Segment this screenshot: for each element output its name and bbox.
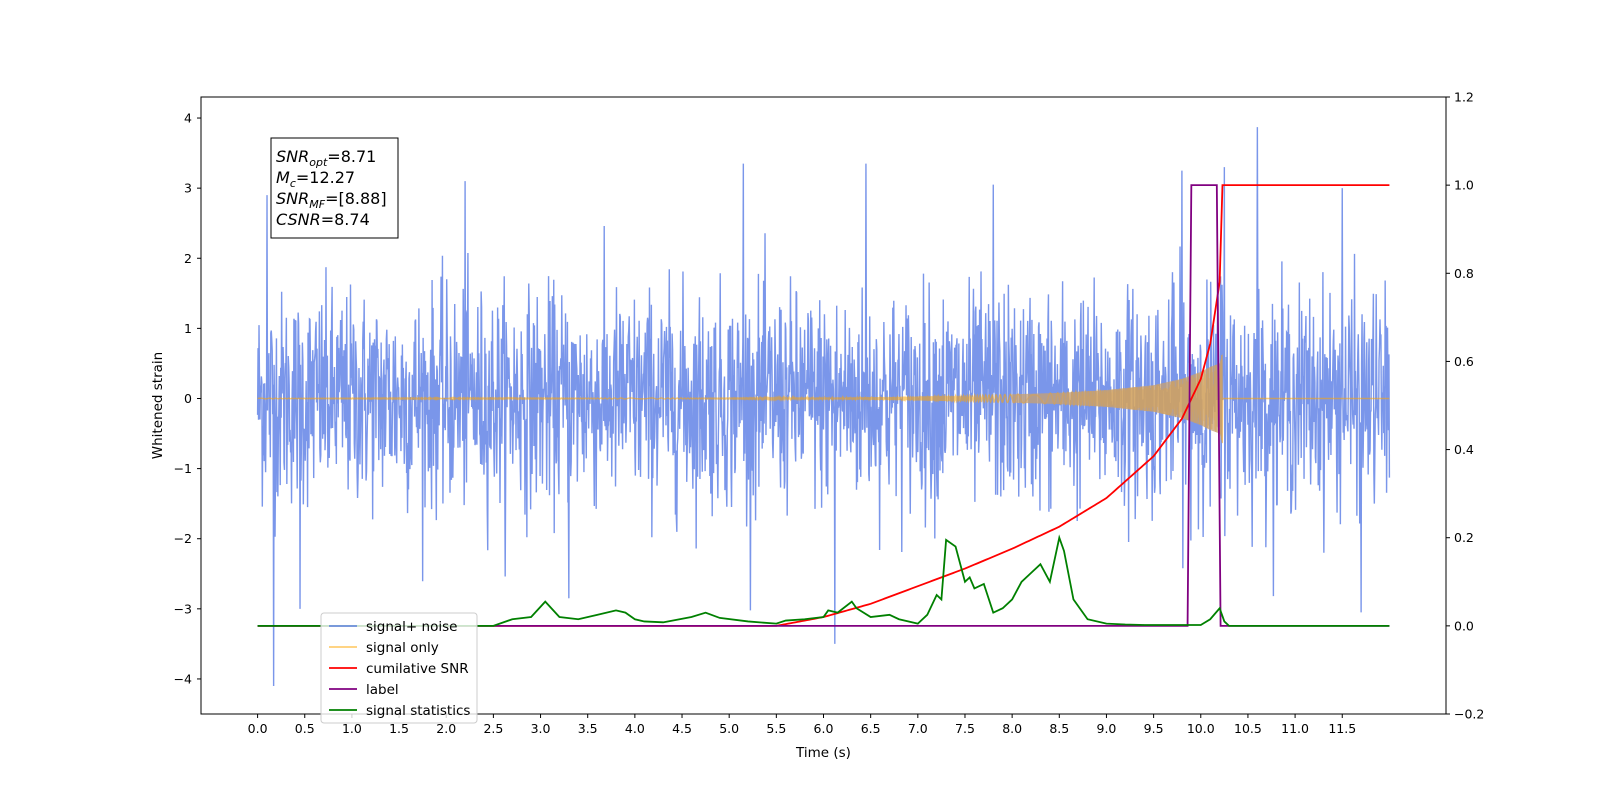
y-left-tick-label: 4 [184, 111, 192, 126]
x-tick-label: 8.5 [1049, 721, 1069, 736]
y-right-tick-label: 1.2 [1454, 90, 1474, 105]
y-right-tick-label: 0.2 [1454, 530, 1474, 545]
plot-area [256, 127, 1391, 686]
annotation-value: =8.74 [321, 210, 370, 229]
x-tick-label: 0.0 [248, 721, 268, 736]
annotation-symbol: M [276, 168, 290, 187]
annotation-subscript: opt [309, 156, 328, 169]
x-tick-label: 8.0 [1002, 721, 1022, 736]
y-left-tick-label: −1 [174, 461, 192, 476]
x-tick-label: 10.0 [1187, 721, 1215, 736]
legend-label: signal+ noise [366, 619, 457, 635]
x-tick-label: 0.5 [295, 721, 315, 736]
x-tick-label: 4.0 [625, 721, 645, 736]
x-tick-label: 9.5 [1144, 721, 1164, 736]
y-left-tick-label: −2 [174, 531, 192, 546]
y-left-tick-label: 2 [184, 251, 192, 266]
annotation-frame [270, 137, 399, 239]
annotation-subscript: c [290, 177, 296, 190]
legend-label: signal only [366, 640, 439, 656]
annotation-value: =[8.88] [325, 189, 387, 208]
y-left-tick-label: −4 [174, 671, 192, 686]
x-tick-label: 7.0 [908, 721, 928, 736]
legend-label: signal statistics [366, 703, 470, 719]
x-tick-label: 1.5 [389, 721, 409, 736]
y-axis-label: Whitened strain [150, 352, 166, 459]
series-group [256, 127, 1391, 686]
x-axis-label: Time (s) [795, 745, 851, 761]
axes: 0.0 0.5 1.0 1.5 2.0 2.5 3.0 3.5 4.0 4.5 5.0 5.5 6.0 6… [150, 90, 1484, 762]
annotation-line: CSNR=8.74 [276, 210, 370, 229]
legend-label: label [366, 682, 399, 698]
x-tick-label: 11.0 [1281, 721, 1309, 736]
annotation-subscript: MF [309, 198, 325, 211]
y-right-tick-label: 0.4 [1454, 442, 1474, 457]
x-tick-label: 4.5 [672, 721, 692, 736]
annotation-line: SNRMF=[8.88] [276, 189, 387, 211]
legend-label: cumilative SNR [366, 661, 469, 677]
y-right-tick-label: 0.8 [1454, 266, 1474, 281]
x-tick-label: 2.5 [483, 721, 503, 736]
y-left-tick-label: 3 [184, 181, 192, 196]
x-tick-label: 10.5 [1234, 721, 1262, 736]
annotation-value: =8.71 [327, 147, 376, 166]
y-right-tick-label: −0.2 [1454, 707, 1484, 722]
y-right-tick-label: 0.6 [1454, 354, 1474, 369]
series-signal-statistics-line [257, 534, 1390, 627]
x-tick-label: 1.0 [342, 721, 362, 736]
y-left-tick-label: −3 [174, 601, 192, 616]
x-tick-label: 3.5 [578, 721, 598, 736]
y-left-tick-label: 0 [184, 391, 192, 406]
series-signal-only-envelope [1012, 352, 1223, 445]
annotation-line: Mc=12.27 [276, 168, 355, 190]
annotation-symbol: SNR [276, 189, 309, 208]
annotation-value: =12.27 [296, 168, 355, 187]
x-tick-label: 2.0 [436, 721, 456, 736]
annotation-line: SNRopt=8.71 [276, 147, 376, 169]
series-signal-noise-line [256, 127, 1391, 686]
x-tick-label: 9.0 [1097, 721, 1117, 736]
series-cumulative-snr-line [257, 184, 1390, 627]
y-right-tick-label: 0.0 [1454, 618, 1474, 633]
x-tick-label: 5.5 [766, 721, 786, 736]
x-tick-label: 3.0 [531, 721, 551, 736]
x-tick-label: 7.5 [955, 721, 975, 736]
y-right-tick-label: 1.0 [1454, 178, 1474, 193]
annotation-symbol: SNR [276, 147, 309, 166]
x-tick-label: 5.0 [719, 721, 739, 736]
x-tick-label: 11.5 [1328, 721, 1356, 736]
y-left-tick-label: 1 [184, 321, 192, 336]
annotation-symbol: CSNR [276, 210, 321, 229]
x-tick-label: 6.5 [861, 721, 881, 736]
legend-frame [320, 612, 478, 724]
x-tick-label: 6.0 [814, 721, 834, 736]
legend: signal+ noise signal only cumilative SNR la… [320, 612, 478, 724]
